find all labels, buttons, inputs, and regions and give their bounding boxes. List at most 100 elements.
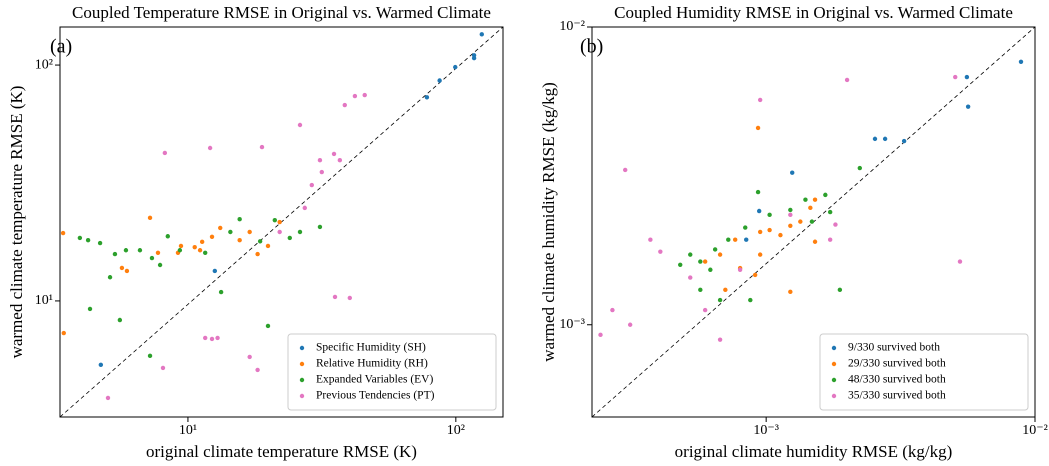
point (60, 230, 66, 236)
point (155, 250, 161, 255)
legend-box (287, 333, 497, 411)
point (953, 74, 958, 80)
point (209, 234, 215, 240)
point (827, 237, 833, 242)
panel-label: (b) (580, 36, 603, 58)
y-tick-label: 10² (35, 57, 53, 72)
point (755, 125, 761, 131)
point (297, 122, 303, 128)
point (471, 55, 477, 61)
point (215, 335, 220, 341)
point (812, 197, 818, 202)
point (317, 158, 323, 163)
point (717, 297, 723, 303)
point (203, 335, 208, 341)
point (362, 92, 367, 98)
legend-label: 48/330 survived both (848, 374, 946, 386)
point (479, 32, 484, 37)
legend-marker (831, 377, 837, 383)
point (192, 244, 197, 250)
point (178, 243, 184, 249)
point (833, 222, 838, 227)
point (678, 262, 683, 267)
point (218, 225, 223, 231)
point (901, 138, 907, 144)
panel-label: (a) (50, 36, 72, 58)
point (209, 336, 215, 342)
point (119, 265, 125, 271)
point (788, 207, 793, 213)
point (788, 212, 793, 218)
point (757, 229, 763, 235)
point (827, 209, 833, 215)
point (157, 262, 163, 268)
point (265, 323, 271, 329)
point (748, 297, 753, 303)
point (302, 205, 307, 211)
point (177, 248, 183, 253)
point (212, 268, 218, 274)
point (277, 219, 282, 225)
point (755, 189, 761, 195)
legend-marker (831, 345, 837, 351)
y-axis-label: warmed climate humidity RMSE (kg/kg) (539, 82, 558, 362)
point (610, 307, 615, 313)
point (688, 252, 693, 257)
point (957, 259, 963, 264)
point (61, 330, 66, 336)
axes-frame (59, 26, 504, 418)
point (717, 337, 723, 342)
point (255, 367, 260, 373)
legend-label: 35/330 survived both (848, 390, 946, 402)
legend-label: Relative Humidity (RH) (316, 358, 428, 370)
legend-label: 9/330 survived both (848, 342, 940, 354)
point (203, 250, 208, 255)
x-tick-label: 10² (447, 423, 465, 438)
point (812, 239, 818, 244)
point (648, 237, 653, 242)
point (437, 78, 442, 83)
point (137, 248, 143, 253)
point (723, 287, 728, 293)
point (688, 275, 693, 280)
point (872, 136, 878, 142)
point (453, 64, 458, 70)
point (788, 223, 793, 228)
x-tick-label: 10¹ (179, 423, 197, 438)
point (803, 197, 808, 202)
point (165, 234, 170, 239)
point (98, 362, 104, 368)
point (319, 169, 324, 175)
legend-label: 29/330 survived both (848, 358, 946, 370)
point (237, 217, 242, 222)
axes-frame (591, 26, 1036, 418)
point (702, 259, 708, 264)
chart-title: Coupled Temperature RMSE in Original vs.… (72, 3, 491, 22)
point (297, 229, 303, 235)
point (107, 275, 113, 280)
point (87, 306, 93, 312)
point (808, 205, 813, 211)
point (622, 167, 628, 173)
y-tick-label: 10¹ (35, 293, 53, 308)
point (347, 295, 353, 301)
point (207, 145, 213, 151)
y-tick-label: 10⁻³ (559, 317, 585, 332)
point (265, 243, 271, 249)
point (798, 219, 803, 224)
point (726, 237, 731, 242)
x-axis-label: original climate temperature RMSE (K) (146, 442, 417, 461)
point (342, 102, 347, 108)
point (147, 353, 153, 359)
point (767, 212, 772, 218)
legend-marker (299, 345, 305, 351)
point (756, 208, 762, 214)
legend-marker (299, 377, 305, 383)
point (698, 287, 703, 293)
point (837, 287, 843, 293)
point (823, 192, 828, 198)
point (218, 289, 224, 295)
point (309, 182, 315, 188)
point (77, 235, 83, 241)
